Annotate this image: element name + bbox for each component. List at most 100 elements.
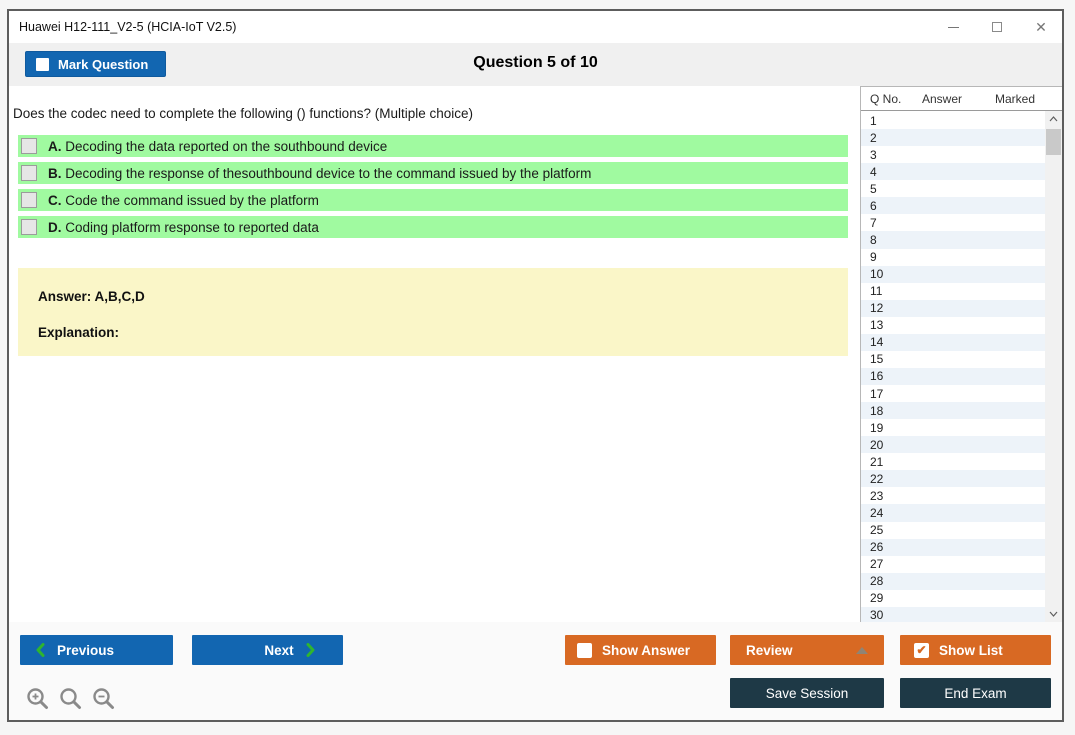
end-exam-button[interactable]: End Exam xyxy=(900,678,1051,708)
save-session-label: Save Session xyxy=(765,685,849,701)
list-row[interactable]: 27 xyxy=(870,557,884,572)
show-list-checkbox-icon[interactable]: ✔ xyxy=(914,642,929,658)
list-row[interactable]: 3 xyxy=(870,147,877,162)
next-label: Next xyxy=(264,642,294,658)
option-c-checkbox[interactable] xyxy=(21,192,37,208)
show-list-button[interactable]: ✔ Show List xyxy=(900,635,1051,665)
mark-question-button[interactable]: Mark Question xyxy=(25,51,166,77)
option-a-checkbox[interactable] xyxy=(21,138,37,154)
option-c[interactable]: C. Code the command issued by the platfo… xyxy=(18,189,848,211)
question-list-panel: Q No. Answer Marked 1 2 3 4 5 6 7 8 9 10 11 12 13 14 1… xyxy=(860,86,1062,623)
list-row[interactable]: 13 xyxy=(870,318,884,333)
list-row[interactable]: 23 xyxy=(870,488,884,503)
previous-button[interactable]: Previous xyxy=(20,635,173,665)
options-list: A. Decoding the data reported on the sou… xyxy=(18,135,848,238)
list-row[interactable]: 10 xyxy=(861,265,1045,283)
show-list-label: Show List xyxy=(939,642,1003,658)
option-b-letter: B. xyxy=(48,165,62,181)
option-d-checkbox[interactable] xyxy=(21,219,37,235)
list-row[interactable]: 15 xyxy=(870,352,884,367)
option-d-text: D. Coding platform response to reported … xyxy=(48,220,319,235)
scroll-up-icon[interactable] xyxy=(1045,111,1062,127)
explanation-text: Explanation: xyxy=(38,325,120,340)
list-row[interactable]: 20 xyxy=(861,436,1045,454)
option-b-label: Decoding the response of thesouthbound d… xyxy=(65,165,592,181)
zoom-reset-icon[interactable] xyxy=(58,686,84,712)
list-row[interactable]: 9 xyxy=(870,250,877,265)
list-row[interactable]: 26 xyxy=(861,538,1045,556)
list-row[interactable]: 22 xyxy=(861,470,1045,488)
list-row[interactable]: 7 xyxy=(870,215,877,230)
option-c-letter: C. xyxy=(48,192,62,208)
mark-question-label: Mark Question xyxy=(58,56,149,72)
window-title: Huawei H12-111_V2-5 (HCIA-IoT V2.5) xyxy=(19,20,237,34)
column-qno: Q No. xyxy=(870,92,902,106)
answer-panel: Answer: A,B,C,D Explanation: xyxy=(18,268,848,356)
option-b-checkbox[interactable] xyxy=(21,165,37,181)
option-a-letter: A. xyxy=(48,138,62,154)
list-row[interactable]: 12 xyxy=(861,299,1045,317)
zoom-in-icon[interactable] xyxy=(25,686,51,712)
header-strip: Mark Question Question 5 of 10 xyxy=(9,43,1062,86)
list-row[interactable]: 18 xyxy=(861,402,1045,420)
list-row[interactable]: 19 xyxy=(870,420,884,435)
option-b-text: B. Decoding the response of thesouthboun… xyxy=(48,166,591,181)
list-row[interactable]: 4 xyxy=(861,163,1045,181)
question-text: Does the codec need to complete the foll… xyxy=(13,106,473,121)
list-row[interactable]: 14 xyxy=(861,333,1045,351)
app-window: Huawei H12-111_V2-5 (HCIA-IoT V2.5) ✕ Ma… xyxy=(7,9,1064,722)
option-b[interactable]: B. Decoding the response of thesouthboun… xyxy=(18,162,848,184)
scrollbar-thumb[interactable] xyxy=(1046,129,1061,155)
list-row[interactable]: 21 xyxy=(870,454,884,469)
option-d-letter: D. xyxy=(48,219,62,235)
show-answer-button[interactable]: Show Answer xyxy=(565,635,716,665)
scrollbar[interactable] xyxy=(1045,111,1062,622)
review-button[interactable]: Review xyxy=(730,635,884,665)
mark-question-checkbox-icon[interactable] xyxy=(36,57,49,71)
option-c-text: C. Code the command issued by the platfo… xyxy=(48,193,319,208)
option-d-label: Coding platform response to reported dat… xyxy=(65,219,319,235)
question-counter: Question 5 of 10 xyxy=(473,54,598,71)
option-a-text: A. Decoding the data reported on the sou… xyxy=(48,139,387,154)
minimize-icon[interactable] xyxy=(946,20,960,34)
question-list-body: 1 2 3 4 5 6 7 8 9 10 11 12 13 14 15 16 17 18 19 20 21 22 23 24 2… xyxy=(861,112,1045,623)
list-row[interactable]: 5 xyxy=(870,181,877,196)
list-row[interactable]: 8 xyxy=(861,231,1045,249)
question-list-header: Q No. Answer Marked xyxy=(861,87,1062,111)
list-row[interactable]: 29 xyxy=(870,591,884,606)
list-row[interactable]: 28 xyxy=(861,572,1045,590)
list-row[interactable]: 16 xyxy=(861,367,1045,385)
list-row[interactable]: 1 xyxy=(870,113,877,128)
list-row[interactable]: 11 xyxy=(870,284,883,299)
show-answer-label: Show Answer xyxy=(602,642,691,658)
option-a[interactable]: A. Decoding the data reported on the sou… xyxy=(18,135,848,157)
show-answer-checkbox-icon[interactable] xyxy=(577,642,592,658)
option-c-label: Code the command issued by the platform xyxy=(65,192,319,208)
window-controls: ✕ xyxy=(946,11,1048,43)
list-row[interactable]: 2 xyxy=(861,129,1045,147)
check-mark-icon: ✔ xyxy=(916,643,927,657)
save-session-button[interactable]: Save Session xyxy=(730,678,884,708)
option-a-label: Decoding the data reported on the southb… xyxy=(65,138,388,154)
dropdown-up-icon xyxy=(856,646,868,654)
footer-bar: Previous Next Show Answer Review ✔ Show … xyxy=(9,622,1062,720)
list-row[interactable]: 30 xyxy=(861,606,1045,623)
option-d[interactable]: D. Coding platform response to reported … xyxy=(18,216,848,238)
list-row[interactable]: 6 xyxy=(861,197,1045,215)
scroll-down-icon[interactable] xyxy=(1045,606,1062,622)
column-marked: Marked xyxy=(995,92,1036,106)
list-row[interactable]: 17 xyxy=(870,386,884,401)
title-bar: Huawei H12-111_V2-5 (HCIA-IoT V2.5) ✕ xyxy=(9,11,1062,43)
chevron-right-icon xyxy=(306,643,315,657)
zoom-out-icon[interactable] xyxy=(91,686,117,712)
maximize-icon[interactable] xyxy=(990,20,1004,34)
close-icon[interactable]: ✕ xyxy=(1035,19,1047,35)
list-row[interactable]: 25 xyxy=(870,523,884,538)
review-label: Review xyxy=(746,642,793,658)
answer-text: Answer: A,B,C,D xyxy=(38,289,145,304)
previous-label: Previous xyxy=(57,642,115,658)
zoom-tools xyxy=(25,686,117,712)
next-button[interactable]: Next xyxy=(192,635,343,665)
chevron-left-icon xyxy=(36,643,45,657)
list-row[interactable]: 24 xyxy=(861,504,1045,522)
